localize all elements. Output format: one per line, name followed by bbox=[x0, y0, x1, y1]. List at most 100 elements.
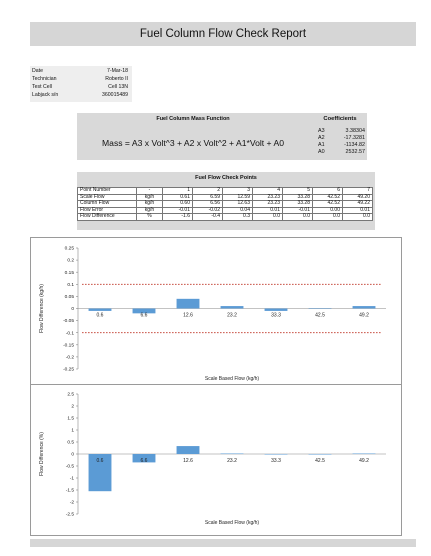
table-cell: -1.6 bbox=[162, 213, 193, 221]
coefficient-row: A1 -1134.82 bbox=[318, 142, 368, 149]
table-cell: 0.0 bbox=[312, 213, 343, 221]
y-tick-label: 2.5 bbox=[67, 392, 74, 398]
footer-bar bbox=[30, 539, 416, 547]
y-tick-label: -1.5 bbox=[66, 488, 75, 494]
coefficient-name: A3 bbox=[318, 128, 325, 134]
x-category-label: 42.5 bbox=[315, 313, 325, 319]
x-category-label: 12.6 bbox=[183, 458, 193, 464]
coefficient-row: A2 -17.3281 bbox=[318, 135, 368, 142]
x-category-label: 49.2 bbox=[359, 313, 369, 319]
table-row: Flow Difference % -1.6 -0.4 0.3 0.0 0.0 … bbox=[77, 213, 373, 221]
charts-divider bbox=[30, 384, 401, 385]
y-axis-title: Flow Difference (kg/h) bbox=[39, 284, 45, 333]
x-category-label: 6.6 bbox=[141, 458, 148, 464]
x-category-label: 33.3 bbox=[271, 313, 281, 319]
coefficient-row: A0 2532.57 bbox=[318, 149, 368, 156]
x-category-label: 0.6 bbox=[97, 458, 104, 464]
table-cell: 0.0 bbox=[342, 213, 373, 221]
info-row: Technician Roberto II bbox=[30, 75, 132, 83]
coefficient-name: A2 bbox=[318, 135, 325, 141]
y-tick-label: -2.5 bbox=[66, 512, 75, 518]
info-row: Labjack s/n 360015489 bbox=[30, 91, 132, 99]
y-tick-label: -0.25 bbox=[63, 367, 74, 373]
bar bbox=[88, 308, 112, 311]
coefficient-name: A1 bbox=[318, 142, 325, 148]
mass-function-equation: Mass = A3 x Volt^3 + A2 x Volt^2 + A1*Vo… bbox=[102, 138, 284, 148]
bar bbox=[176, 446, 200, 454]
bar bbox=[352, 453, 376, 455]
bar bbox=[220, 306, 244, 309]
table-cell: 0.0 bbox=[252, 213, 283, 221]
y-tick-label: 0 bbox=[71, 452, 74, 458]
x-axis-title: Scale Based Flow (kg/h) bbox=[205, 376, 260, 382]
info-row: Date 7-Mar-18 bbox=[30, 67, 132, 75]
x-axis-title: Scale Based Flow (kg/h) bbox=[205, 520, 260, 526]
y-tick-label: 1.5 bbox=[67, 416, 74, 422]
coefficient-name: A0 bbox=[318, 149, 325, 155]
flow-check-header: Fuel Flow Check Points bbox=[195, 175, 257, 181]
bar bbox=[308, 308, 332, 309]
x-category-label: 23.2 bbox=[227, 313, 237, 319]
flow-check-table: Point Number - 1 2 3 4 5 6 7 Scale Flow … bbox=[77, 187, 373, 221]
table-cell: -0.4 bbox=[192, 213, 223, 221]
y-axis-title: Flow Difference (%) bbox=[39, 432, 45, 476]
y-tick-label: 0.2 bbox=[67, 258, 74, 264]
table-row: Point Number - 1 2 3 4 5 6 7 bbox=[77, 187, 373, 195]
bar bbox=[352, 306, 376, 309]
bar bbox=[220, 453, 244, 455]
x-category-label: 49.2 bbox=[359, 458, 369, 464]
info-key: Technician bbox=[32, 76, 57, 82]
test-info-panel: Date 7-Mar-18 Technician Roberto II Test… bbox=[30, 66, 132, 102]
table-row: Column Flow kg/h 0.60 6.56 12.63 23.23 3… bbox=[77, 200, 373, 208]
mass-function-panel bbox=[77, 113, 367, 160]
y-tick-label: -2 bbox=[70, 500, 75, 506]
y-tick-label: 0.25 bbox=[65, 246, 75, 252]
x-category-label: 0.6 bbox=[97, 313, 104, 319]
flow-difference-pct-chart: 2.5 2 1.5 1 0.5 0 -0.5 -1 -1.5 -2 -2.5 0.6 6.6 12.6 23… bbox=[39, 392, 386, 526]
table-cell: 0.0 bbox=[282, 213, 313, 221]
y-tick-label: -0.1 bbox=[66, 330, 75, 336]
report-title: Fuel Column Flow Check Report bbox=[30, 22, 416, 46]
coefficients-header: Coefficients bbox=[323, 116, 357, 122]
y-tick-label: -0.2 bbox=[66, 355, 75, 361]
bar bbox=[264, 454, 288, 455]
y-tick-label: 0.5 bbox=[67, 440, 74, 446]
bar bbox=[132, 308, 156, 314]
table-row: Flow Error kg/h -0.01 -0.02 0.04 0.01 -0… bbox=[77, 206, 373, 215]
y-tick-label: 0 bbox=[71, 306, 74, 312]
flow-difference-kgh-chart: 0.25 0.2 0.15 0.1 0.05 0 -0.05 -0.1 -0.15 -0.2 -0.… bbox=[39, 246, 386, 382]
y-tick-label: 0.05 bbox=[65, 294, 75, 300]
coefficient-value: -1134.82 bbox=[344, 142, 365, 148]
bar bbox=[132, 454, 156, 463]
y-tick-label: -1 bbox=[70, 476, 75, 482]
x-category-label: 42.5 bbox=[315, 458, 325, 464]
bar bbox=[308, 454, 332, 455]
info-key: Date bbox=[32, 68, 43, 74]
info-key: Test Cell bbox=[32, 84, 52, 90]
coefficient-row: A3 3.38304 bbox=[318, 128, 368, 135]
row-label: Flow Difference bbox=[77, 213, 137, 221]
x-category-label: 6.6 bbox=[141, 313, 148, 319]
coefficient-value: -17.3281 bbox=[343, 135, 365, 141]
y-tick-label: -0.5 bbox=[66, 464, 75, 470]
bar bbox=[176, 298, 200, 309]
x-category-label: 33.3 bbox=[271, 458, 281, 464]
mass-function-header: Fuel Column Mass Function bbox=[156, 116, 230, 122]
y-tick-label: -0.05 bbox=[63, 318, 74, 324]
info-key: Labjack s/n bbox=[32, 92, 59, 98]
info-value: Cell 13N bbox=[108, 84, 128, 90]
bar bbox=[88, 454, 112, 492]
y-tick-label: 0.15 bbox=[65, 270, 75, 276]
y-tick-label: 0.1 bbox=[67, 282, 74, 288]
coefficient-value: 2532.57 bbox=[345, 149, 366, 155]
x-category-label: 12.6 bbox=[183, 313, 193, 319]
info-value: 360015489 bbox=[102, 92, 128, 98]
info-value: 7-Mar-18 bbox=[106, 68, 128, 74]
coefficient-value: 3.38304 bbox=[345, 128, 366, 134]
bar bbox=[264, 308, 288, 311]
info-value: Roberto II bbox=[105, 76, 128, 82]
table-cell: 0.3 bbox=[222, 213, 253, 221]
row-unit: % bbox=[136, 213, 163, 221]
x-category-label: 23.2 bbox=[227, 458, 237, 464]
info-row: Test Cell Cell 13N bbox=[30, 83, 132, 91]
